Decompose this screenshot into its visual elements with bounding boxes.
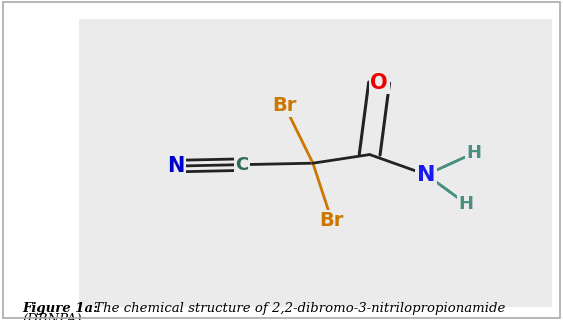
Text: Figure 1a:: Figure 1a: — [22, 301, 98, 315]
Text: O: O — [370, 73, 388, 92]
Text: (DBNPA).: (DBNPA). — [22, 313, 86, 320]
Text: N: N — [167, 156, 185, 176]
Text: Br: Br — [320, 211, 344, 230]
Text: H: H — [458, 195, 473, 212]
Text: C: C — [235, 156, 249, 174]
Text: Br: Br — [272, 96, 297, 115]
Text: The chemical structure of 2,2-dibromo-3-nitrilopropionamide: The chemical structure of 2,2-dibromo-3-… — [90, 301, 505, 315]
Text: N: N — [417, 165, 436, 185]
Text: H: H — [466, 144, 481, 162]
